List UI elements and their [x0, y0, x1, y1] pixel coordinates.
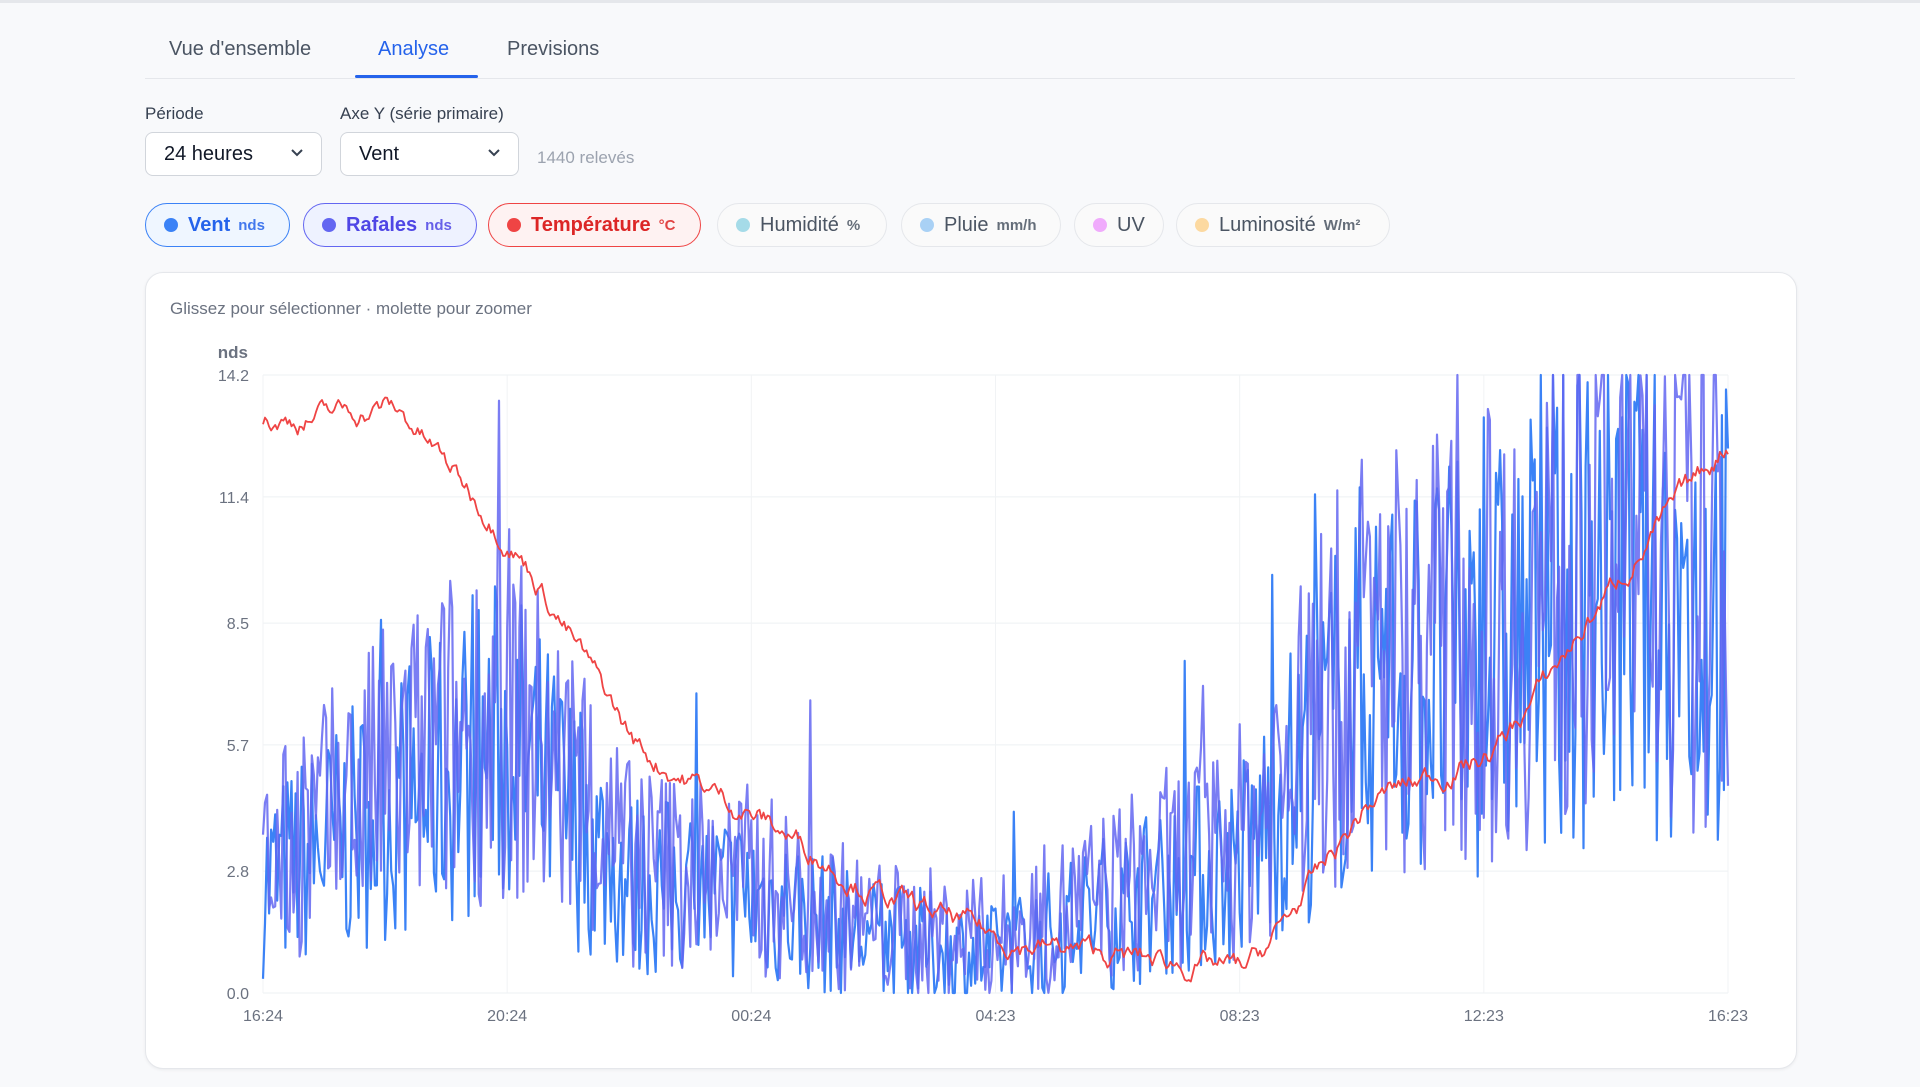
chip-label: UV — [1117, 213, 1145, 236]
x-tick-label: 20:24 — [487, 1008, 527, 1025]
chevron-down-icon — [291, 149, 303, 157]
chart-card: Glissez pour sélectionner · molette pour… — [145, 272, 1797, 1069]
chevron-down-icon — [488, 149, 500, 157]
record-count: 1440 relevés — [537, 148, 635, 167]
chip-label: Pluie — [944, 213, 989, 236]
x-tick-label: 08:23 — [1220, 1008, 1260, 1025]
period-select[interactable]: 24 heures — [145, 132, 322, 176]
series-line-température — [262, 396, 1729, 983]
yaxis-label: Axe Y (série primaire) — [340, 104, 504, 123]
chip-unit: nds — [425, 216, 452, 234]
y-tick-label: 11.4 — [219, 490, 249, 507]
active-tab-indicator — [355, 75, 478, 78]
chip-unit: W/m² — [1323, 216, 1361, 234]
period-label: Période — [145, 104, 204, 123]
top-border — [0, 0, 1920, 3]
chip-vent[interactable]: Vent nds — [145, 203, 290, 247]
chip-label: Humidité — [760, 213, 839, 236]
chip-unit: °C — [658, 216, 676, 234]
x-tick-label: 00:24 — [731, 1008, 771, 1025]
period-value: 24 heures — [164, 143, 253, 165]
chip-dot — [1093, 218, 1107, 232]
tab-overview[interactable]: Vue d'ensemble — [169, 38, 312, 60]
chip-label: Vent — [188, 213, 231, 236]
tab-bar: Vue d'ensemble Analyse Previsions — [145, 20, 1795, 79]
chip-uv[interactable]: UV — [1074, 203, 1164, 247]
y-tick-label: 2.8 — [227, 864, 249, 881]
chip-rafales[interactable]: Rafales nds — [303, 203, 477, 247]
x-tick-label: 16:23 — [1708, 1008, 1748, 1025]
tab-analysis[interactable]: Analyse — [378, 38, 450, 60]
chip-temperature[interactable]: Température °C — [488, 203, 701, 247]
x-tick-label: 12:23 — [1464, 1008, 1504, 1025]
chip-label: Luminosité — [1219, 213, 1316, 236]
chip-dot — [507, 218, 521, 232]
tab-forecasts[interactable]: Previsions — [507, 38, 600, 60]
chart-hint: Glissez pour sélectionner · molette pour… — [170, 299, 532, 318]
chip-dot — [920, 218, 934, 232]
chip-pluie[interactable]: Pluie mm/h — [901, 203, 1061, 247]
y-tick-label: 0.0 — [227, 986, 249, 1003]
chip-label: Rafales — [346, 213, 418, 236]
y-axis-unit: nds — [218, 343, 248, 362]
chip-luminosite[interactable]: Luminosité W/m² — [1176, 203, 1390, 247]
chip-unit: mm/h — [996, 216, 1037, 234]
chip-unit: % — [846, 216, 861, 234]
chip-dot — [736, 218, 750, 232]
chip-dot — [322, 218, 336, 232]
chip-humidite[interactable]: Humidité % — [717, 203, 887, 247]
x-tick-label: 16:24 — [243, 1008, 283, 1025]
x-tick-label: 04:23 — [975, 1008, 1015, 1025]
yaxis-value: Vent — [359, 143, 400, 165]
series-line-vent — [261, 373, 1730, 995]
y-tick-label: 8.5 — [227, 616, 249, 633]
chip-label: Température — [531, 213, 651, 236]
y-tick-label: 14.2 — [218, 368, 249, 385]
yaxis-select[interactable]: Vent — [340, 132, 519, 176]
y-tick-label: 5.7 — [227, 738, 249, 755]
chip-unit: nds — [238, 216, 265, 234]
chip-dot — [1195, 218, 1209, 232]
chip-dot — [164, 218, 178, 232]
chart-area[interactable]: 14.2 11.4 8.5 5.7 2.8 0.0 16:24 20:24 00:24 04:2… — [146, 273, 1796, 1068]
